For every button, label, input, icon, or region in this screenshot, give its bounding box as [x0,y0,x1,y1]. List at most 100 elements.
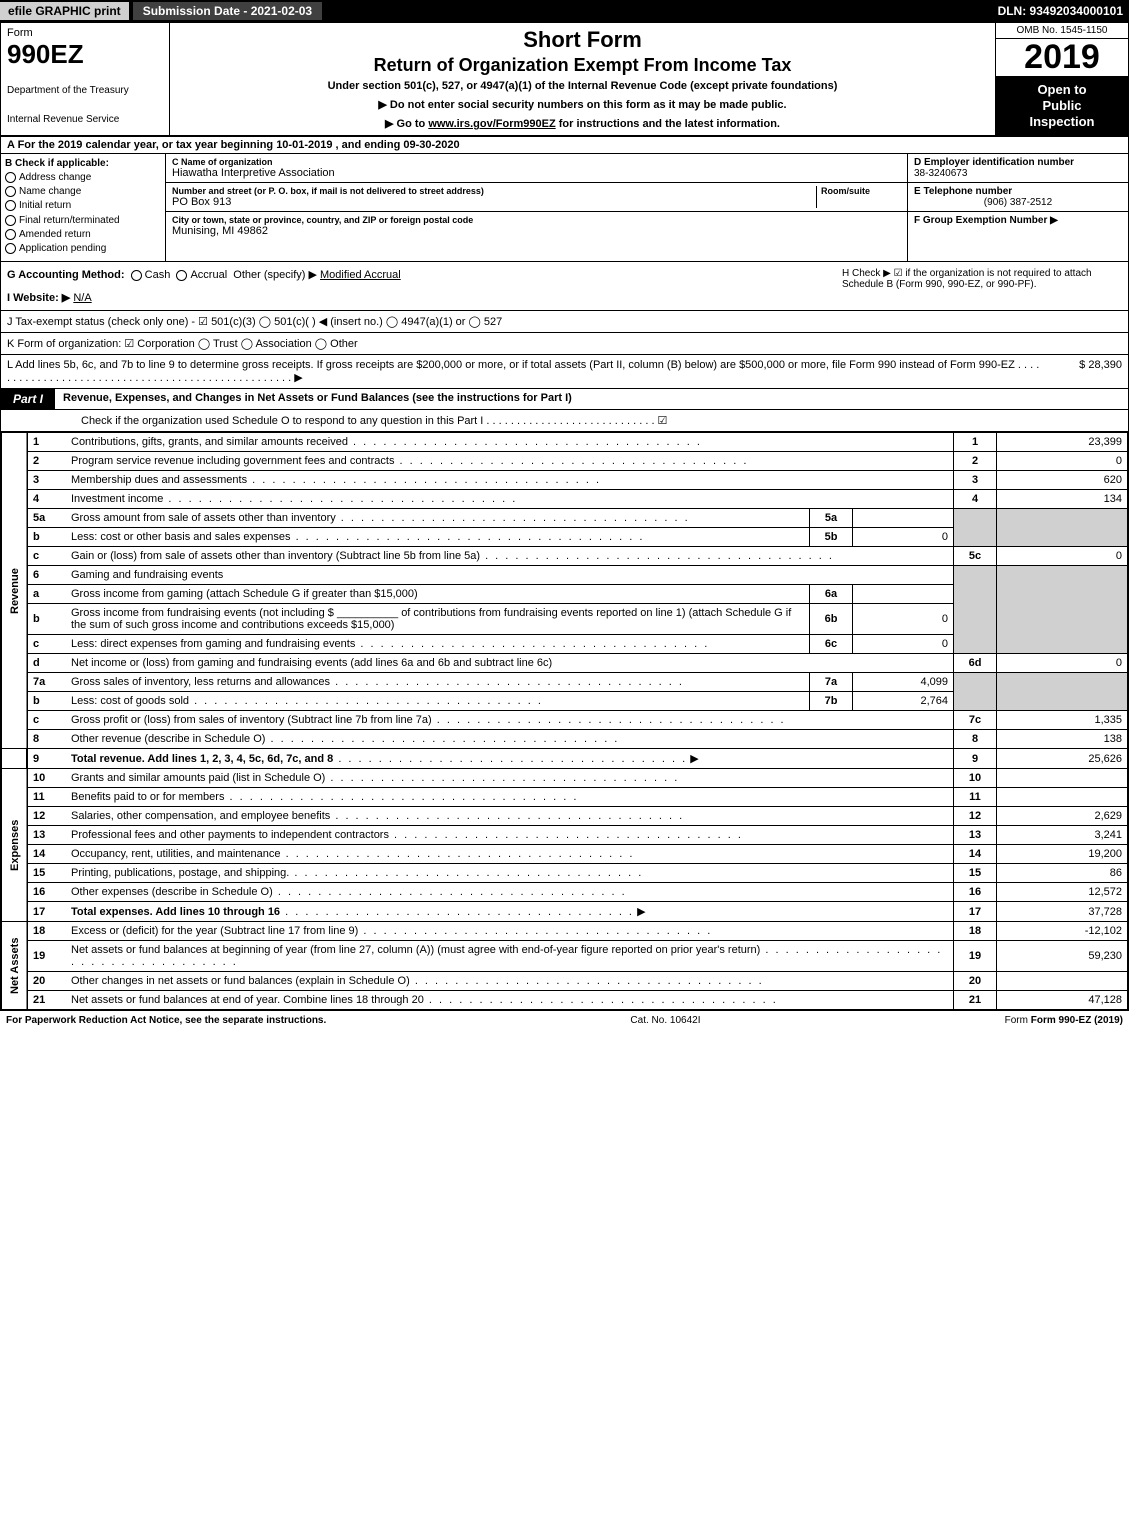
l17-ln: 17 [954,902,997,922]
l6a-d: Gross income from gaming (attach Schedul… [66,585,810,604]
part1-check-row: Check if the organization used Schedule … [1,410,1128,432]
form-number: 990EZ [7,41,163,67]
l15-amt: 86 [997,864,1128,883]
tel-cell: E Telephone number (906) 387-2512 [908,183,1128,212]
l5-shade-amt [997,509,1128,547]
city-label: City or town, state or province, country… [172,215,901,225]
l21-ln: 21 [954,991,997,1010]
l14-n: 14 [27,845,66,864]
l3-ln: 3 [954,471,997,490]
l6c-in: 6c [810,635,853,654]
org-name-value: Hiawatha Interpretive Association [172,167,901,179]
l20-amt [997,972,1128,991]
l7b-n: b [27,692,66,711]
l2-d: Program service revenue including govern… [66,452,954,471]
dept-irs: Internal Revenue Service [7,114,163,125]
side-netassets: Net Assets [2,922,28,1010]
l18-d: Excess or (deficit) for the year (Subtra… [66,922,954,941]
chk-application-pending-label: Application pending [19,243,106,254]
open-line1: Open to [998,82,1126,98]
irs-link[interactable]: www.irs.gov/Form990EZ [428,118,555,130]
chk-name-change[interactable]: Name change [5,186,161,197]
l2-amt: 0 [997,452,1128,471]
l1-amt: 23,399 [997,433,1128,452]
l7a-in: 7a [810,673,853,692]
l5-shade-ln [954,509,997,547]
footer-left: For Paperwork Reduction Act Notice, see … [6,1015,326,1026]
l17-amt: 37,728 [997,902,1128,922]
row-H: H Check ▶ ☑ if the organization is not r… [836,262,1128,310]
l10-ln: 10 [954,769,997,788]
cash-option[interactable]: Cash [145,269,171,281]
l15-ln: 15 [954,864,997,883]
l7c-d: Gross profit or (loss) from sales of inv… [66,711,954,730]
goto-note: ▶ Go to www.irs.gov/Form990EZ for instru… [176,117,989,130]
l21-amt: 47,128 [997,991,1128,1010]
header-left: Form 990EZ Department of the Treasury In… [1,23,170,135]
website-label: I Website: ▶ [7,292,70,304]
group-exemption-label: F Group Exemption Number ▶ [914,215,1122,226]
l7-shade-ln [954,673,997,711]
l11-amt [997,788,1128,807]
l12-d: Salaries, other compensation, and employ… [66,807,954,826]
l2-ln: 2 [954,452,997,471]
header-center: Short Form Return of Organization Exempt… [170,23,995,135]
no-ssn-note: ▶ Do not enter social security numbers o… [176,98,989,111]
addr-cell: Number and street (or P. O. box, if mail… [166,183,907,212]
l10-n: 10 [27,769,66,788]
title-note: Under section 501(c), 527, or 4947(a)(1)… [176,80,989,92]
l7a-d: Gross sales of inventory, less returns a… [66,673,810,692]
chk-final-return[interactable]: Final return/terminated [5,215,161,226]
chk-initial-return[interactable]: Initial return [5,200,161,211]
footer: For Paperwork Reduction Act Notice, see … [0,1011,1129,1030]
org-name-label: C Name of organization [172,157,901,167]
ein-value: 38-3240673 [914,168,1122,179]
accrual-option[interactable]: Accrual [190,269,227,281]
l6c-n: c [27,635,66,654]
l12-ln: 12 [954,807,997,826]
footer-center: Cat. No. 10642I [630,1015,700,1026]
dept-treasury: Department of the Treasury [7,85,163,96]
l13-n: 13 [27,826,66,845]
l7b-d: Less: cost of goods sold [66,692,810,711]
chk-amended-label: Amended return [19,229,91,240]
l16-ln: 16 [954,883,997,902]
l5c-n: c [27,547,66,566]
l11-d: Benefits paid to or for members [66,788,954,807]
l11-ln: 11 [954,788,997,807]
row-K: K Form of organization: ☑ Corporation ◯ … [1,333,1128,355]
row-GH: G Accounting Method: Cash Accrual Other … [1,262,1128,311]
chk-amended[interactable]: Amended return [5,229,161,240]
chk-address-change[interactable]: Address change [5,172,161,183]
info-grid: B Check if applicable: Address change Na… [1,154,1128,262]
l1-ln: 1 [954,433,997,452]
l6d-d: Net income or (loss) from gaming and fun… [66,654,954,673]
l6d-ln: 6d [954,654,997,673]
l7b-in: 7b [810,692,853,711]
l21-n: 21 [27,991,66,1010]
top-bar: efile GRAPHIC print Submission Date - 20… [0,0,1129,22]
efile-print-button[interactable]: efile GRAPHIC print [0,2,129,20]
tel-label: E Telephone number [914,186,1122,197]
l3-amt: 620 [997,471,1128,490]
l5b-iv: 0 [853,528,954,547]
l8-d: Other revenue (describe in Schedule O) [66,730,954,749]
chk-address-change-label: Address change [19,172,91,183]
l7-shade-amt [997,673,1128,711]
chk-application-pending[interactable]: Application pending [5,243,161,254]
tax-year: 2019 [996,39,1128,76]
website-value: N/A [73,292,91,304]
l18-n: 18 [27,922,66,941]
part1-tab: Part I [1,389,55,409]
l3-n: 3 [27,471,66,490]
l15-d: Printing, publications, postage, and shi… [66,864,954,883]
l16-d: Other expenses (describe in Schedule O) [66,883,954,902]
title-main: Return of Organization Exempt From Incom… [176,55,989,76]
l10-d: Grants and similar amounts paid (list in… [66,769,954,788]
side-expenses: Expenses [2,769,28,922]
l6d-amt: 0 [997,654,1128,673]
l13-d: Professional fees and other payments to … [66,826,954,845]
section-B-title: B Check if applicable: [5,158,161,169]
form-header: Form 990EZ Department of the Treasury In… [1,23,1128,137]
row-L-amount: $ 28,390 [1042,359,1122,384]
